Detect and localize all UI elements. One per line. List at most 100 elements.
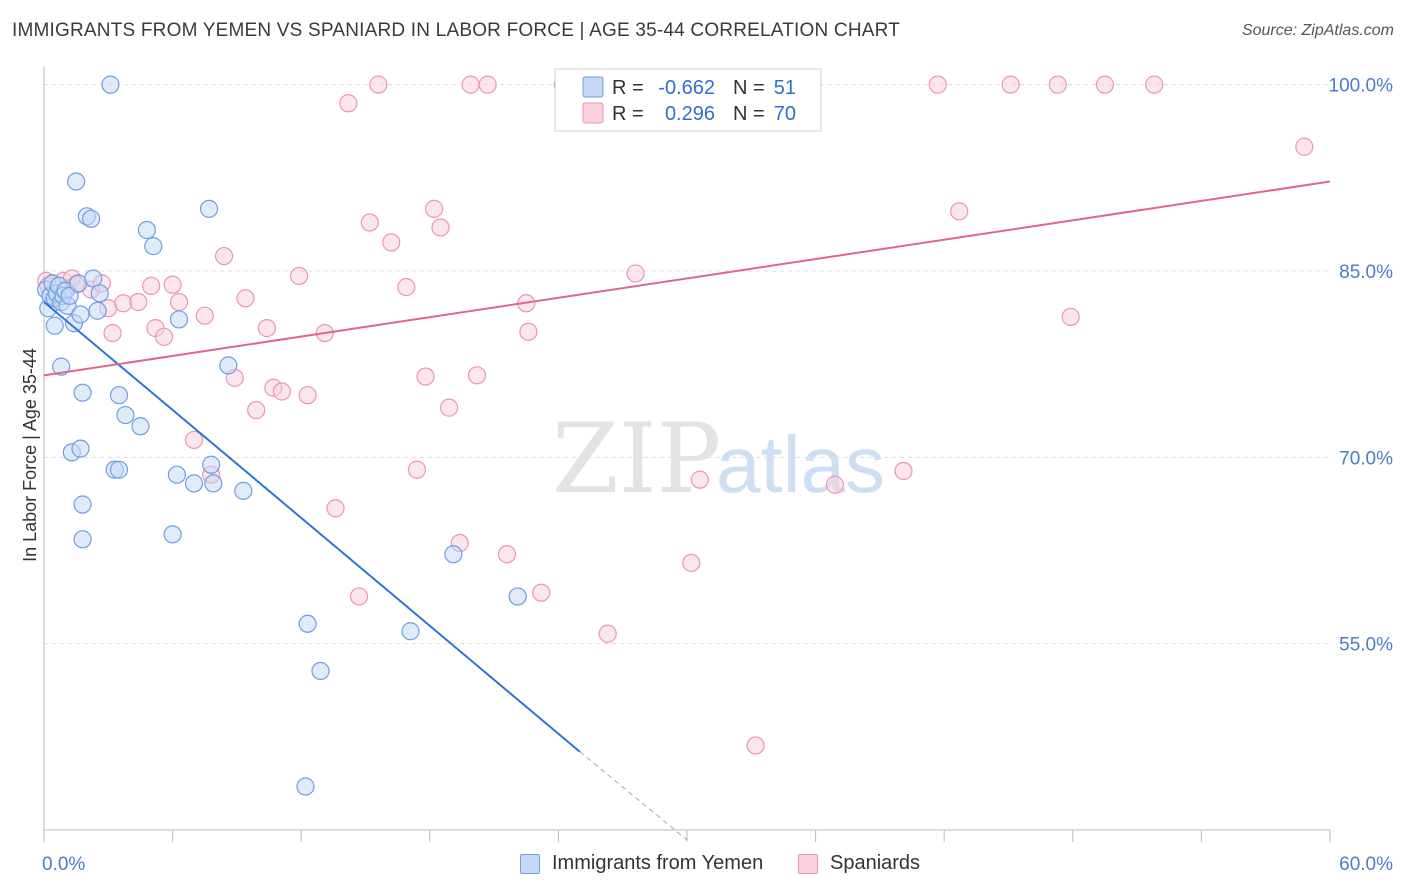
spaniard-point: [114, 294, 133, 313]
y-tick-label: 100.0%: [1329, 76, 1394, 97]
legend-r-label-1: R =: [612, 77, 644, 99]
spaniard-point: [369, 75, 388, 94]
yemen-point: [137, 220, 156, 240]
spaniard-point: [103, 323, 122, 343]
legend-n-value-1: 51: [774, 77, 796, 99]
watermark-zip: ZIP: [552, 403, 721, 515]
y-tick-label: 85.0%: [1339, 262, 1393, 283]
yemen-point: [219, 356, 238, 375]
spaniard-point: [129, 292, 148, 312]
yemen-trend-extension: [579, 751, 688, 841]
spaniard-point: [382, 233, 401, 252]
yemen-point: [45, 316, 64, 335]
legend-box: R = -0.662 N = 51 R = 0.296 N = 70: [554, 68, 822, 132]
yemen-point: [131, 417, 150, 436]
spaniard-trend-line: [43, 180, 1331, 377]
y-tick-label: 70.0%: [1339, 448, 1393, 469]
spaniard-point: [360, 213, 379, 232]
y-axis-label: In Labor Force | Age 35-44: [20, 348, 40, 562]
legend-item-spaniards: Spaniards: [798, 852, 920, 875]
legend-item-yemen: Immigrants from Yemen: [520, 852, 763, 875]
legend-n-label-1: N =: [733, 77, 765, 99]
spaniard-point: [407, 460, 427, 479]
y-tick-label: 55.0%: [1339, 635, 1393, 656]
yemen-point: [116, 405, 135, 425]
legend-n-label-2: N =: [733, 103, 765, 125]
yemen-point: [71, 305, 90, 324]
spaniard-point: [1145, 75, 1164, 94]
x-tick-label: 0.0%: [42, 854, 85, 875]
yemen-point: [88, 301, 107, 320]
spaniard-point: [894, 461, 913, 481]
legend-swatch-yemen: [582, 76, 604, 98]
tick-labels: 55.0% 70.0% 85.0% 100.0% 0.0% 60.0%: [42, 76, 1393, 875]
spaniard-point: [142, 276, 161, 295]
spaniard-point: [1295, 137, 1314, 156]
spaniard-point: [184, 430, 204, 450]
yemen-point: [144, 237, 163, 256]
yemen-point: [167, 465, 186, 484]
spaniard-point: [424, 199, 444, 218]
legend-r-value-1: -0.662: [658, 77, 715, 99]
yemen-point: [202, 455, 221, 474]
yemen-point: [82, 209, 101, 228]
spaniard-point: [690, 470, 709, 489]
watermark-atlas: atlas: [716, 420, 885, 509]
spaniard-point: [326, 499, 345, 518]
legend-swatch-spaniards: [582, 102, 604, 124]
spaniard-point: [236, 289, 255, 308]
spaniard-point: [439, 398, 459, 417]
yemen-point: [508, 587, 527, 606]
spaniard-point: [247, 401, 266, 420]
legend-label-spaniards: Spaniards: [830, 852, 921, 874]
spaniard-point: [746, 736, 765, 755]
yemen-point: [169, 310, 189, 329]
yemen-point: [311, 661, 330, 681]
spaniard-point: [349, 587, 369, 606]
spaniard-point: [682, 553, 701, 573]
yemen-point: [184, 474, 204, 493]
yemen-point: [199, 199, 219, 218]
yemen-point: [73, 383, 92, 402]
yemen-point: [71, 439, 90, 458]
series-legend: Immigrants from Yemen Spaniards: [0, 848, 1406, 880]
spaniard-point: [1095, 75, 1115, 94]
legend-swatch-yemen-bottom: [520, 853, 540, 874]
spaniard-point: [431, 218, 450, 237]
yemen-point: [90, 284, 109, 303]
spaniard-point: [467, 366, 487, 385]
source-credit: Source: ZipAtlas.com: [1241, 22, 1394, 39]
legend-n-value-2: 70: [774, 103, 796, 125]
yemen-point: [234, 481, 253, 500]
yemen-point: [109, 386, 129, 405]
spaniard-point: [416, 367, 435, 386]
spaniard-point: [497, 545, 517, 564]
spaniard-point: [478, 75, 497, 94]
yemen-point: [298, 614, 317, 633]
yemen-point: [204, 474, 223, 493]
axes: [43, 66, 1331, 842]
spaniard-point: [598, 624, 617, 643]
yemen-point: [401, 622, 420, 641]
yemen-point: [73, 530, 92, 549]
yemen-point: [101, 75, 120, 94]
spaniard-point: [397, 278, 416, 297]
trend-lines: [43, 180, 1331, 841]
spaniard-point: [195, 306, 214, 325]
yemen-point: [444, 545, 463, 564]
yemen-point: [52, 357, 71, 376]
spaniard-point: [257, 319, 277, 338]
spaniard-point: [825, 475, 844, 494]
spaniard-point: [163, 275, 182, 294]
chart-title: IMMIGRANTS FROM YEMEN VS SPANIARD IN LAB…: [12, 20, 901, 41]
spaniard-point: [461, 75, 480, 94]
spaniard-point: [928, 75, 947, 94]
yemen-point: [73, 495, 92, 514]
yemen-point: [67, 172, 86, 191]
legend-r-label-2: R =: [612, 103, 644, 125]
spaniard-point: [519, 322, 538, 341]
spaniard-point: [1001, 75, 1020, 94]
legend-label-yemen: Immigrants from Yemen: [552, 852, 764, 874]
spaniard-point: [339, 94, 358, 113]
